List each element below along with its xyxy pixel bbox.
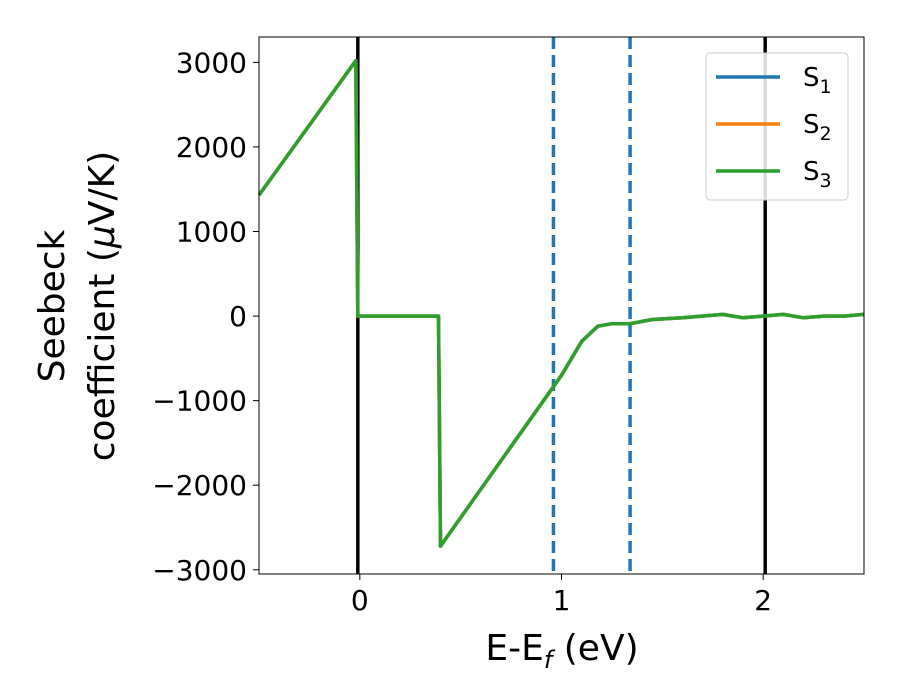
x-axis-label: E-Ef (eV) [485,628,638,674]
y-axis-label-line2: coefficient (μV/K) [82,151,123,461]
x-axis-ticks: 0 1 2 [351,574,772,617]
x-tick-label: 1 [553,584,571,617]
y-axis-ticks: 3000 2000 1000 0 −1000 −2000 −3000 [152,46,259,587]
series-lines [257,58,865,548]
legend-label: S2 [803,110,832,145]
x-axis-label-unit: (eV) [552,628,638,669]
y-tick-label: 2000 [176,131,247,164]
legend-label: S3 [803,157,832,192]
y-tick-label: −3000 [152,554,247,587]
y-tick-label: −1000 [152,385,247,418]
y-axis-label-unit: V/K) [82,151,123,225]
reference-lines [356,37,767,574]
y-axis-label-mu: μ [82,225,123,249]
series-line-s3 [257,58,865,548]
legend-label: S1 [803,63,832,98]
y-tick-label: 1000 [176,216,247,249]
legend-box [705,52,849,201]
y-tick-label: 0 [229,300,247,333]
legend: S1 S2 S3 [705,52,849,201]
y-axis-label-line1: Seebeck [32,229,73,382]
y-tick-label: −2000 [152,469,247,502]
y-axis-label: Seebeck coefficient (μV/K) [32,151,123,461]
x-tick-label: 0 [351,584,369,617]
y-tick-label: 3000 [176,46,247,79]
x-tick-label: 2 [754,584,772,617]
